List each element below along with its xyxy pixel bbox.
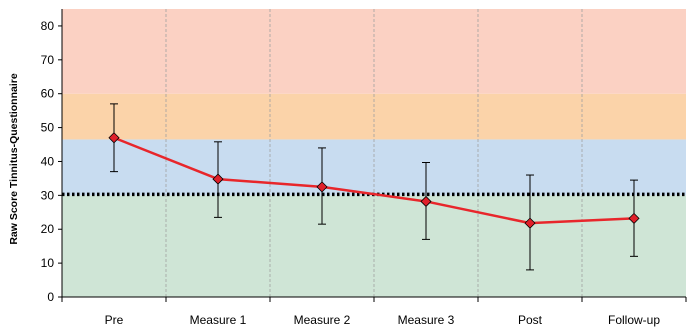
data-point-3 [420, 195, 432, 208]
data-point-0 [108, 132, 120, 144]
y-tick-label-2: 20 [41, 222, 55, 236]
y-tick-label-1: 10 [41, 256, 55, 270]
gridlines [165, 9, 583, 297]
y-tick-label-3: 30 [41, 188, 55, 202]
x-category-label-5: Follow-up [608, 313, 660, 327]
y-tick-label-4: 40 [41, 154, 55, 168]
x-category-label-1: Measure 1 [190, 313, 247, 327]
data-point-5 [628, 212, 640, 224]
data-point-4 [524, 217, 536, 229]
series-line-0 [113, 136, 635, 225]
y-tick-label-5: 50 [41, 121, 55, 135]
x-category-label-3: Measure 3 [398, 313, 455, 327]
y-tick-label-0: 0 [47, 290, 54, 304]
x-category-label-2: Measure 2 [294, 313, 351, 327]
y-tick-label-8: 80 [41, 19, 55, 33]
axes [58, 9, 687, 302]
data-point-2 [316, 181, 328, 193]
x-category-label-0: Pre [105, 313, 124, 327]
series-layer [108, 103, 640, 271]
x-category-label-4: Post [518, 313, 543, 327]
axis-labels: 0 10 20 30 40 50 60 70 80 Pre Measure 1 Measure 2 Me… [41, 19, 661, 327]
data-point-1 [212, 173, 224, 185]
y-tick-label-6: 60 [41, 87, 55, 101]
y-axis-title: Raw Score Tinnitus-Questionnaire [8, 73, 20, 244]
y-tick-label-7: 70 [41, 53, 55, 67]
